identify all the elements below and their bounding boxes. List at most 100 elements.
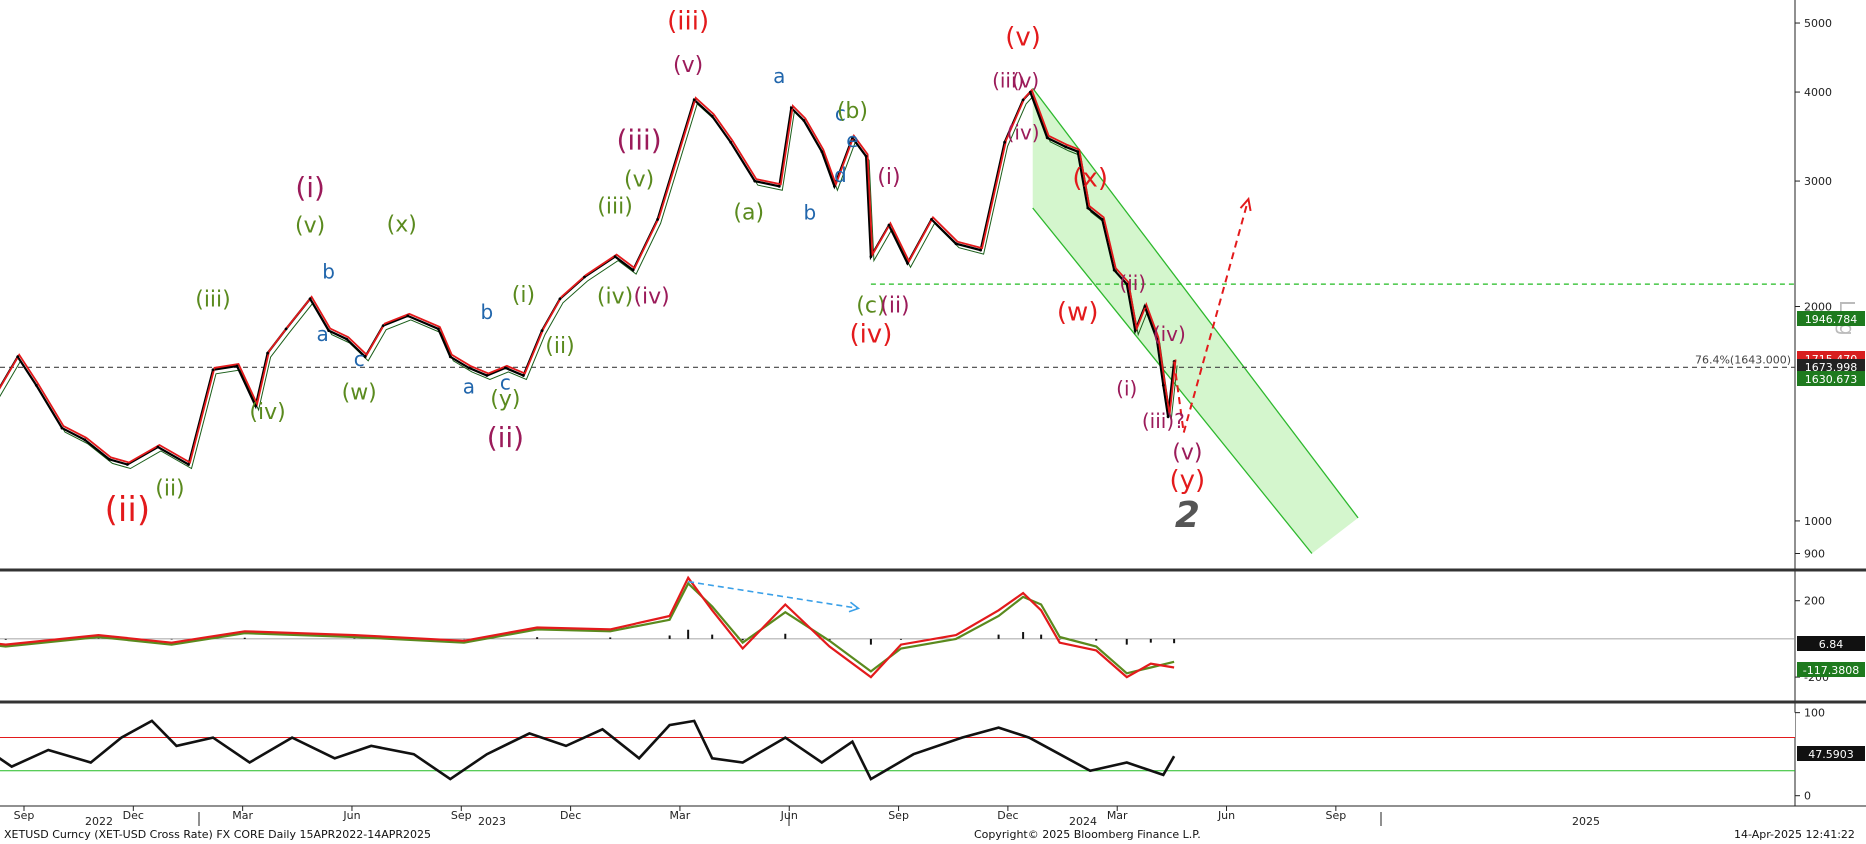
divergence-arrow (688, 580, 859, 610)
wave-label: a (463, 374, 475, 398)
wave-label: (w) (1057, 298, 1099, 328)
price-point (254, 404, 257, 408)
price-point (613, 255, 617, 258)
price-point (34, 383, 38, 387)
price-point (381, 324, 385, 327)
oscillator-tag (1797, 662, 1865, 677)
wave-label: (v) (624, 167, 654, 192)
price-point (1133, 329, 1137, 332)
year-label: 2025 (1572, 815, 1600, 828)
wave-label: (iii) (617, 124, 662, 157)
price-point (710, 114, 714, 118)
price-point (631, 268, 635, 272)
wave-label: b (322, 259, 335, 283)
price-point (979, 248, 982, 252)
price-point (1076, 150, 1080, 154)
wave-label: b (803, 200, 816, 224)
wave-label: (x) (387, 212, 417, 237)
rsi-tag (1797, 746, 1865, 761)
price-point (448, 355, 452, 359)
wave-label: (v) (673, 53, 703, 78)
footer-timestamp: 14-Apr-2025 12:41:22 (1734, 828, 1855, 841)
price-point (1021, 98, 1025, 102)
price-point (820, 150, 824, 154)
price-point (1161, 383, 1165, 387)
wave-label: (iv) (249, 400, 285, 425)
price-point (284, 327, 288, 331)
wave-label: (iii) (195, 287, 231, 312)
price-point (467, 366, 471, 370)
price-point (851, 136, 854, 140)
price-point (1125, 282, 1129, 286)
price-tag (1797, 371, 1865, 386)
price-point (1064, 145, 1068, 149)
price-point (406, 314, 410, 318)
wave-label: (iii) (667, 6, 709, 36)
year-label: 2023 (478, 815, 506, 828)
price-tick-label: 4000 (1804, 86, 1832, 99)
wave-label: (ii) (545, 334, 574, 359)
wave-label: (v) (1012, 68, 1039, 92)
price-point (522, 374, 525, 377)
wave-label: (iii) (992, 68, 1024, 92)
wave-label: (iii)? (1142, 409, 1185, 433)
month-label: Jun (342, 809, 360, 822)
wave-label: (iv) (1007, 121, 1040, 145)
price-point (1166, 415, 1170, 419)
wave-label: (a) (733, 200, 764, 225)
price-point (753, 179, 757, 183)
price-point (887, 223, 891, 227)
wave-label: (i) (877, 165, 900, 190)
wave-label: (x) (1072, 163, 1108, 193)
wave-label: (iv) (597, 284, 633, 309)
wave-label: c (354, 347, 365, 371)
price-point (1045, 136, 1049, 140)
price-point (187, 463, 190, 466)
divergence-arrowhead (848, 601, 861, 613)
rsi-tick-label: 100 (1804, 707, 1825, 720)
channel-fill (1032, 88, 1359, 554)
wave-label: (v) (1172, 440, 1202, 465)
wave-label: (ii) (1119, 271, 1146, 295)
price-tick-label: 1000 (1804, 515, 1832, 528)
price-point (504, 366, 507, 370)
price-point (1003, 140, 1006, 144)
oscillator-fast-line (0, 575, 1175, 679)
wave-label: (ii) (487, 421, 524, 454)
projection-arrowhead (1239, 196, 1252, 212)
rsi-tick-label: 0 (1804, 790, 1811, 803)
price-point (692, 98, 696, 102)
price-point (485, 374, 489, 377)
wave-label: (iv) (1153, 322, 1186, 346)
price-point (1100, 218, 1104, 221)
price-point (156, 445, 160, 449)
price-point (1143, 305, 1147, 308)
wave-label: a (317, 322, 329, 346)
price-point (777, 184, 781, 188)
rsi-upper-zone (0, 712, 1795, 738)
price-tag (1797, 359, 1865, 374)
month-label: Mar (670, 809, 691, 822)
wave-label: (ii) (105, 490, 150, 530)
price-point (345, 337, 349, 341)
reference-line-label: 76.4%(1643.000) (1695, 353, 1791, 366)
year-label: 2024 (1069, 815, 1097, 828)
price-point (60, 426, 64, 430)
oscillator-tag (1797, 636, 1865, 651)
wave-label: (i) (295, 171, 325, 204)
price-tick-label: 3000 (1804, 175, 1832, 188)
month-label: Jun (1217, 809, 1235, 822)
price-point (1112, 268, 1116, 272)
price-point (930, 218, 933, 221)
price-point (906, 261, 909, 265)
wave-label: (ii) (155, 477, 184, 502)
wave-label: b (481, 300, 494, 324)
price-point (83, 438, 87, 442)
price-point (583, 275, 586, 279)
price-point (558, 297, 562, 301)
price-point (833, 184, 836, 188)
price-point (869, 255, 873, 258)
channel-upper-line (1032, 87, 1359, 519)
month-label: Sep (451, 809, 472, 822)
price-tag-value: 1673.998 (1805, 361, 1858, 374)
